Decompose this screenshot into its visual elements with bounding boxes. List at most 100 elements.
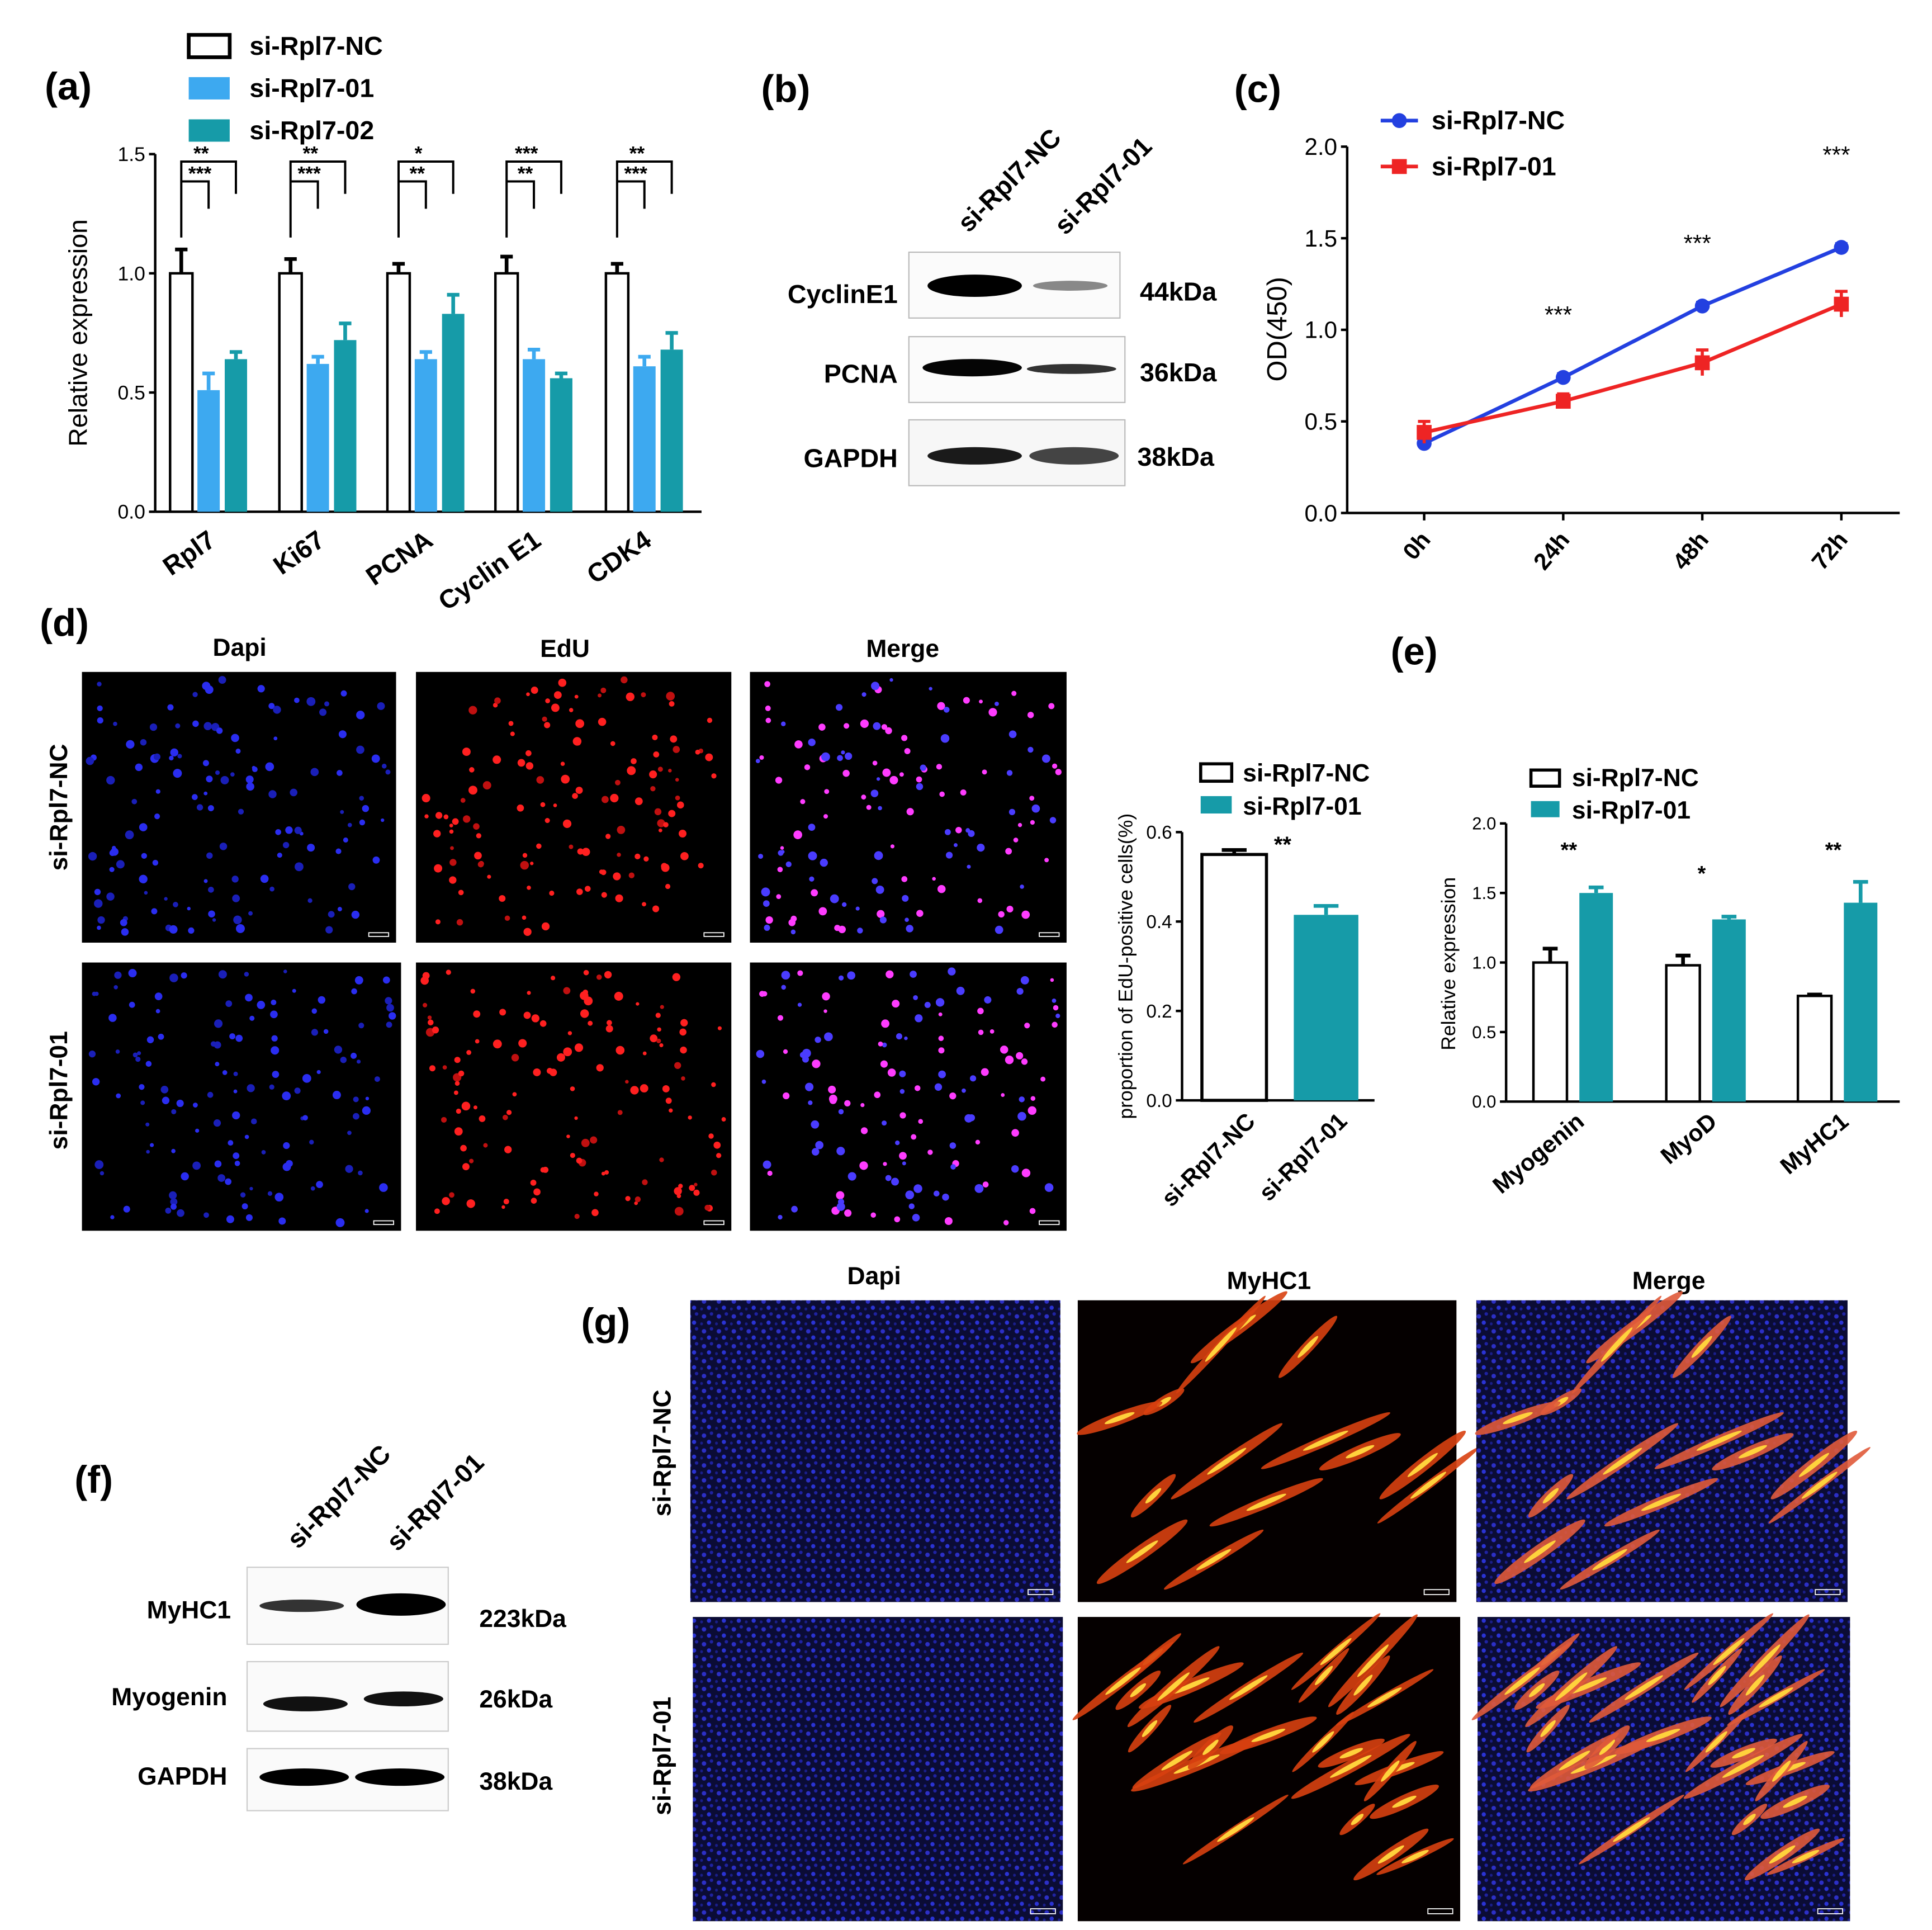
cell-nucleus [824,789,830,794]
cell-nucleus [170,1198,178,1205]
cell-nucleus [805,1082,814,1091]
cell-nucleus [905,917,909,923]
cell-nucleus [938,1012,943,1016]
cell-nucleus [113,985,118,990]
cell-nucleus [549,1068,557,1076]
panel-d-bar-chart: 0.0 0.2 0.4 0.6 proportion of EdU-positive c… [1115,759,1375,1212]
cell-nucleus [449,829,454,834]
cell-nucleus [247,1084,255,1092]
cell-nucleus [873,722,881,730]
cell-nucleus [506,1110,512,1115]
cell-nucleus [776,894,782,899]
cell-nucleus [285,826,293,834]
cell-nucleus [359,819,366,826]
row-label-01: si-Rpl7-01 [648,1697,676,1815]
myotube-core [1105,1667,1141,1695]
cell-nucleus [668,810,676,817]
cell-nucleus [110,848,119,856]
cell-nucleus [273,736,278,741]
cell-nucleus [610,793,619,803]
cell-nucleus [311,1008,318,1014]
cell-nucleus [901,735,908,741]
cell-nucleus [433,830,441,838]
legend-label: si-Rpl7-01 [1572,797,1690,824]
cell-nucleus [533,1068,541,1076]
cell-nucleus [763,1160,771,1169]
cell-nucleus [613,872,621,881]
cell-nucleus [171,1203,177,1210]
cell-nucleus [659,1043,664,1048]
cell-nucleus [145,1122,150,1127]
cell-nucleus [658,828,662,832]
data-point [1556,370,1571,385]
cell-nucleus [1020,884,1024,889]
cell-nucleus [670,735,678,743]
cell-nucleus [767,1170,773,1176]
cell-nucleus [215,770,220,775]
cell-nucleus [97,705,103,712]
legend-marker [1391,159,1407,174]
cell-nucleus [551,703,560,712]
bar-Ki67-si-Rpl7-02 [334,340,357,512]
micrograph-edu [416,671,732,943]
cell-nucleus [454,1081,460,1086]
cell-nucleus [556,1053,565,1062]
cell-nucleus [351,988,357,995]
cell-nucleus [576,888,583,895]
cell-nucleus [829,1096,837,1104]
cell-nucleus [359,796,364,801]
cell-nucleus [575,740,581,746]
y-tick-label: 0.5 [1304,408,1337,434]
cell-nucleus [860,719,869,728]
cell-nucleus [838,925,846,934]
cell-nucleus [820,858,828,867]
scale-bar [1027,1589,1054,1595]
cell-nucleus [460,1144,467,1152]
sig-bracket-inner [290,180,319,209]
cell-nucleus [212,918,216,922]
cell-nucleus [196,804,203,811]
cell-nucleus [977,844,985,852]
cell-nucleus [560,761,565,766]
cell-nucleus [640,1084,648,1093]
sig-mark-outer: *** [515,143,538,165]
cell-nucleus [698,863,704,869]
cell-nucleus [948,967,956,976]
sig-mark-inner: *** [624,162,647,185]
cell-nucleus [955,826,962,834]
cell-nucleus [126,740,135,749]
cell-nucleus [594,1191,599,1196]
cell-nucleus [617,853,621,857]
cell-nucleus [812,1059,821,1068]
cell-nucleus [294,697,300,703]
cell-nucleus [442,1197,450,1205]
sig-mark-inner: ** [409,162,425,185]
cell-nucleus [203,879,208,883]
panel-e-bar-chart: 0.0 0.5 1.0 1.5 2.0 Relative expression ** Myog… [1437,764,1900,1199]
cell-nucleus [97,682,102,687]
cell-nucleus [940,734,950,743]
cell-nucleus [141,853,147,859]
cell-nucleus [598,693,602,698]
bar-PCNA-si-Rpl7-01 [414,359,437,512]
cell-nucleus [657,819,665,827]
y-axis-title: OD(450) [1262,277,1292,381]
cell-nucleus [290,788,298,797]
myotube-core [1691,1336,1712,1358]
cell-nucleus [523,1011,531,1019]
cell-nucleus [428,1019,434,1026]
cell-nucleus [214,1160,222,1168]
cell-nucleus [1017,1111,1026,1121]
cell-nucleus [456,919,463,926]
bar-Cyclin E1-si-Rpl7-01 [523,359,546,512]
cell-nucleus [225,1000,233,1007]
bar-MyoD-si-Rpl7-NC [1665,964,1701,1103]
cell-nucleus [890,844,895,849]
cell-nucleus [337,770,343,776]
cell-nucleus [165,1208,172,1214]
cell-nucleus [146,1036,154,1043]
cell-nucleus [875,885,884,894]
cell-nucleus [634,797,643,806]
cell-nucleus [193,1103,198,1108]
cell-nucleus [694,1182,698,1186]
